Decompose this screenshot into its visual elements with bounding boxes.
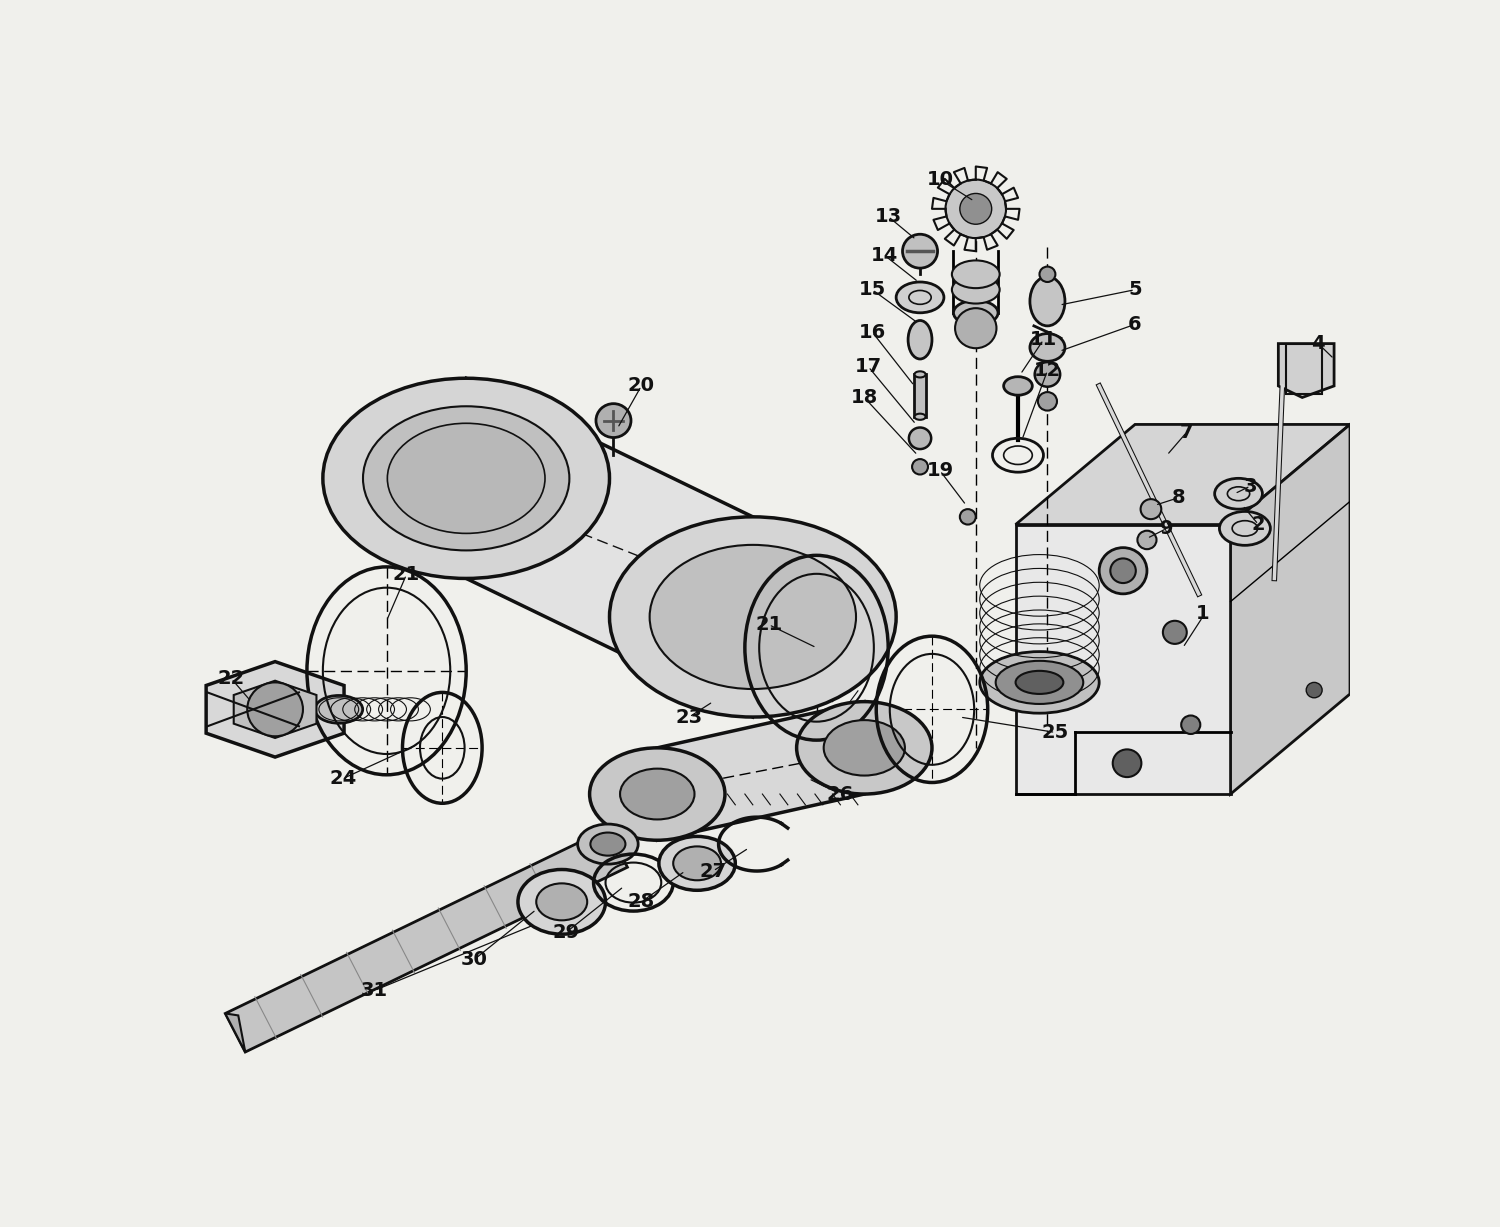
Ellipse shape [796,702,932,794]
Polygon shape [234,681,316,737]
Text: 16: 16 [858,323,886,341]
Circle shape [1035,362,1060,387]
Ellipse shape [824,720,904,775]
Text: 25: 25 [1042,723,1070,742]
Ellipse shape [980,652,1100,713]
Ellipse shape [1004,377,1032,395]
Ellipse shape [518,870,606,934]
Ellipse shape [590,747,724,840]
Text: 14: 14 [870,245,898,265]
Text: 28: 28 [627,892,656,912]
Ellipse shape [537,883,586,920]
Ellipse shape [952,276,999,303]
Circle shape [1038,393,1058,411]
Ellipse shape [1215,479,1263,509]
Circle shape [903,234,938,269]
Ellipse shape [1030,276,1065,326]
Text: 15: 15 [858,280,886,299]
Circle shape [1113,750,1142,777]
Text: 7: 7 [1180,422,1194,442]
Ellipse shape [915,413,926,420]
Ellipse shape [1016,671,1064,694]
Polygon shape [1016,425,1350,524]
Text: 6: 6 [1128,315,1142,334]
Ellipse shape [896,282,944,313]
Text: 21: 21 [754,615,783,634]
Text: 4: 4 [1311,334,1324,353]
Text: 2: 2 [1251,515,1264,534]
Text: 17: 17 [855,357,882,377]
Ellipse shape [650,545,856,690]
Text: 1: 1 [1196,604,1209,622]
Ellipse shape [620,768,695,820]
Text: 9: 9 [1160,519,1173,537]
Text: 13: 13 [874,207,902,226]
Ellipse shape [315,696,363,723]
Ellipse shape [609,517,896,717]
Text: 11: 11 [1030,330,1057,350]
Text: 30: 30 [460,950,488,969]
Text: 31: 31 [362,980,388,1000]
Ellipse shape [954,301,998,325]
Circle shape [248,682,303,736]
Circle shape [912,459,928,475]
Polygon shape [225,1014,245,1052]
Ellipse shape [591,833,626,855]
Text: 23: 23 [675,708,702,726]
Circle shape [909,427,932,449]
Ellipse shape [363,406,570,551]
Polygon shape [657,702,864,840]
Text: 12: 12 [1034,361,1060,380]
Ellipse shape [674,847,722,880]
Circle shape [1100,547,1148,594]
Text: 10: 10 [927,171,954,189]
Circle shape [1306,682,1322,698]
Ellipse shape [915,372,926,378]
Text: 21: 21 [393,566,420,584]
Ellipse shape [1030,334,1065,361]
Text: 24: 24 [328,769,357,788]
Circle shape [1180,715,1200,734]
Text: 29: 29 [552,923,579,942]
Circle shape [1137,531,1156,550]
Circle shape [596,404,632,438]
Text: 26: 26 [827,784,854,804]
Circle shape [960,194,992,225]
Text: 8: 8 [1172,488,1185,507]
Ellipse shape [322,378,609,578]
Text: 27: 27 [699,861,726,881]
Ellipse shape [387,423,544,534]
Circle shape [1040,266,1056,282]
Circle shape [960,509,976,524]
Text: 5: 5 [1128,280,1142,299]
Text: 18: 18 [850,388,877,407]
Ellipse shape [578,825,638,864]
Bar [915,374,926,417]
Ellipse shape [996,661,1083,704]
Polygon shape [225,828,627,1052]
Polygon shape [1016,524,1230,794]
Polygon shape [206,661,344,757]
Polygon shape [1278,344,1334,398]
Ellipse shape [952,260,999,288]
Bar [1287,344,1322,394]
Ellipse shape [1220,512,1270,545]
Circle shape [956,308,996,348]
Polygon shape [466,378,753,717]
Polygon shape [1230,425,1350,794]
Circle shape [1162,621,1186,644]
Text: 20: 20 [628,377,656,395]
Circle shape [1140,499,1161,519]
Text: 22: 22 [217,669,244,688]
Ellipse shape [908,320,932,360]
Text: 3: 3 [1244,476,1257,496]
Circle shape [945,179,1006,238]
Text: 19: 19 [927,461,954,480]
Circle shape [1110,558,1136,583]
Polygon shape [466,378,753,717]
Ellipse shape [658,837,735,891]
